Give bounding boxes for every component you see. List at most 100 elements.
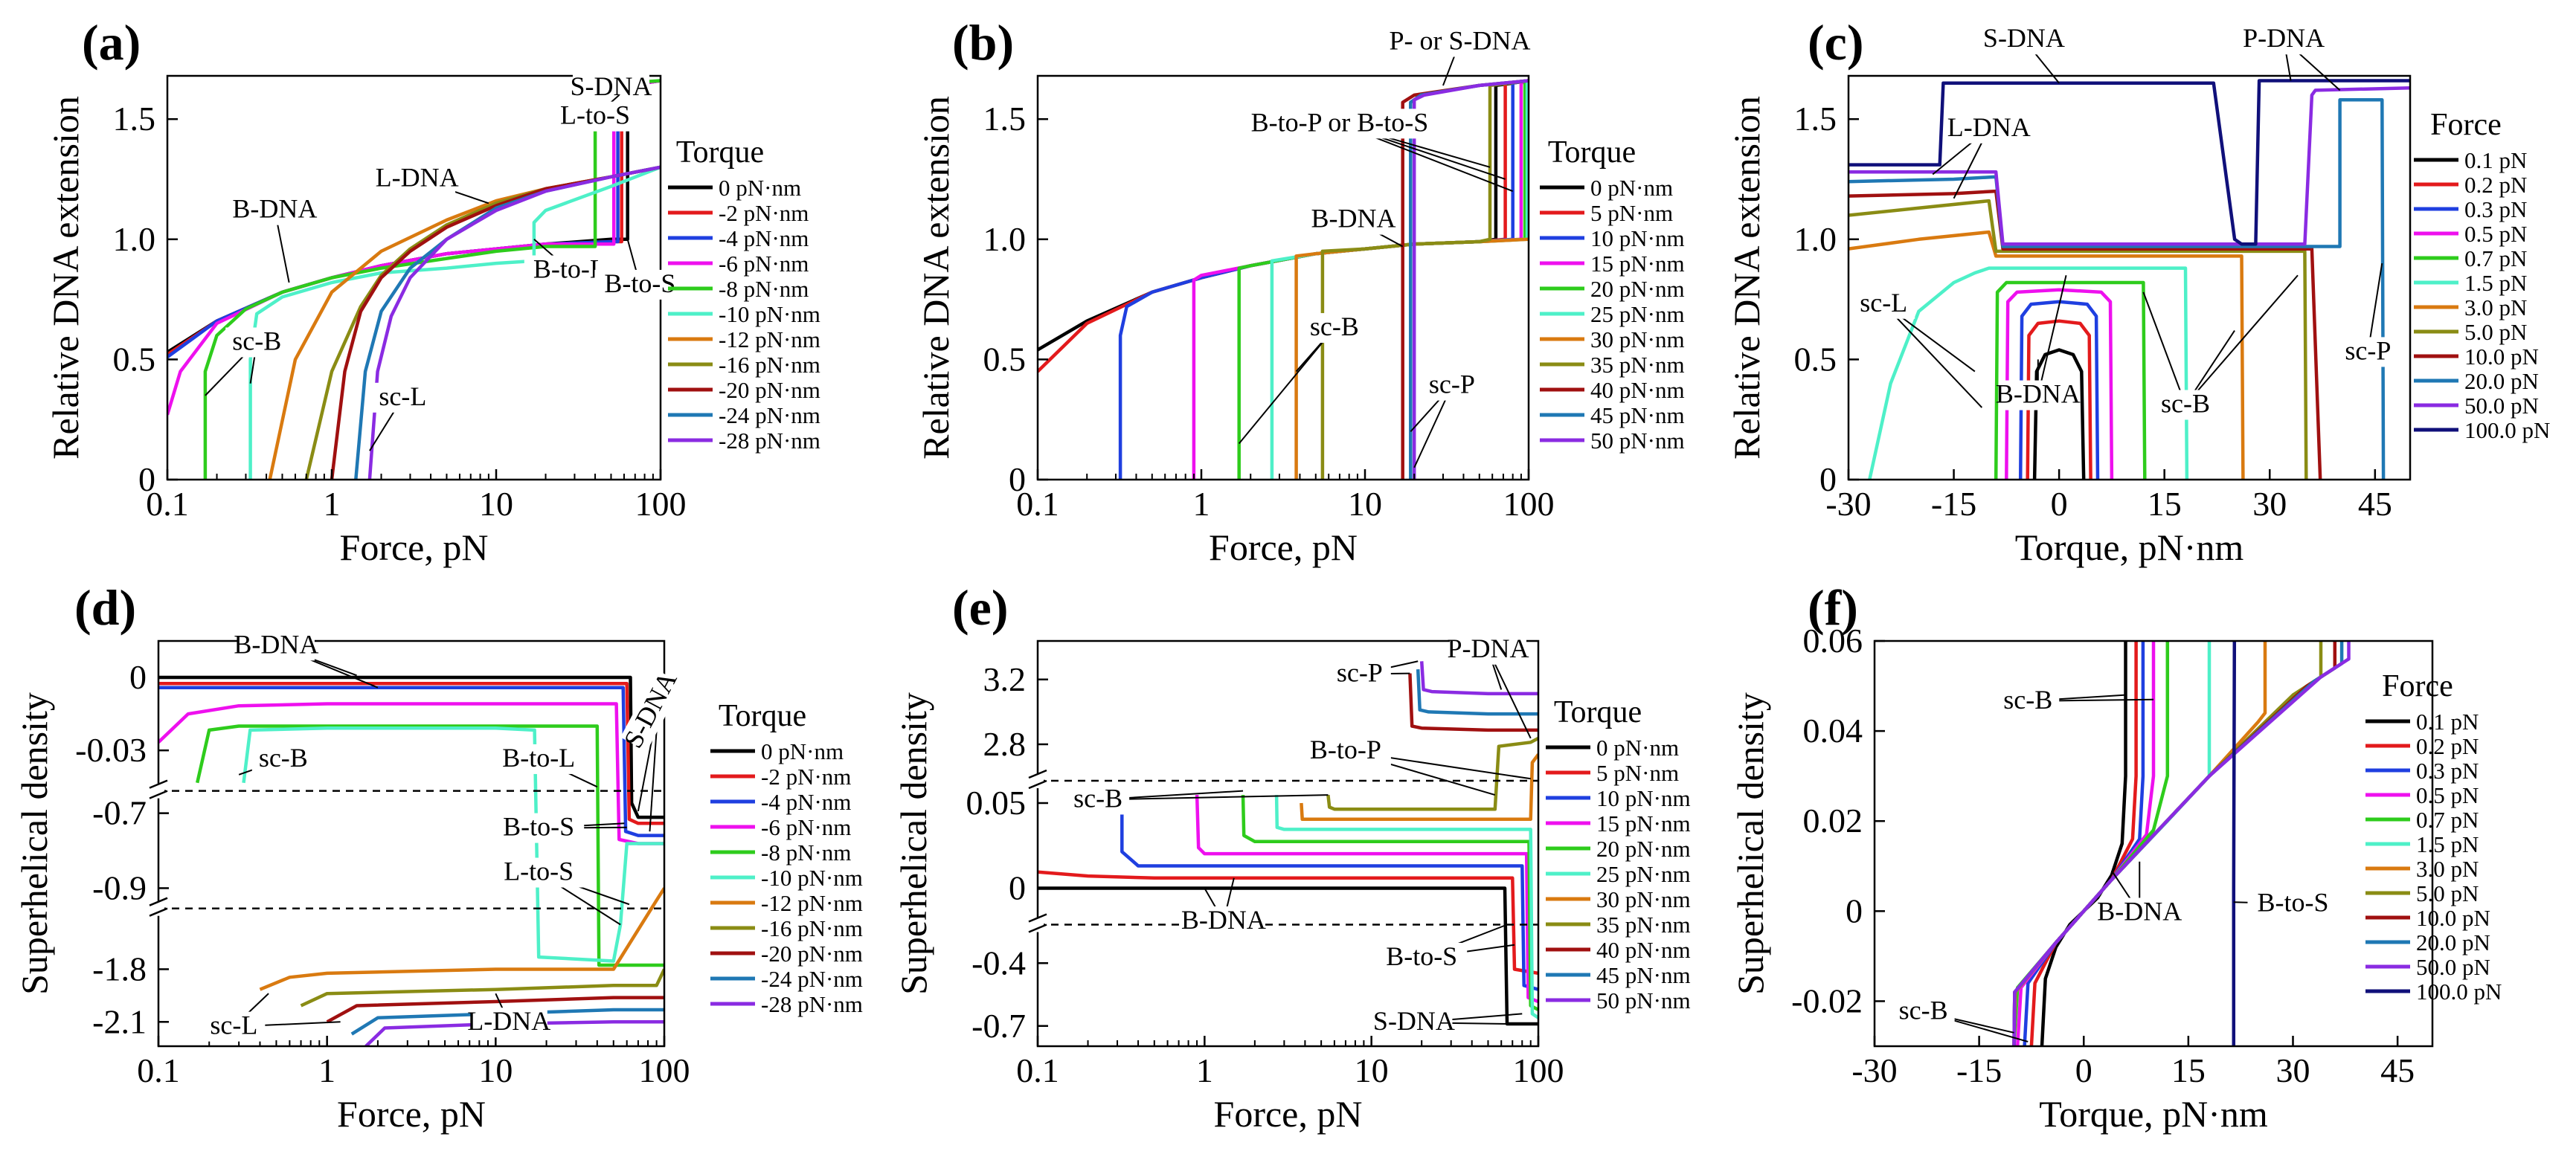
panel-letter-a: (a) bbox=[82, 14, 141, 71]
annotation-leader bbox=[2037, 275, 2067, 396]
legend-label: 40 pN·nm bbox=[1590, 377, 1685, 403]
legend-label: -12 pN·nm bbox=[761, 890, 863, 916]
annotation-label: L-to-S bbox=[504, 857, 574, 886]
series-line-b-10 bbox=[1412, 79, 1529, 480]
y-tick-label: 0 bbox=[1819, 460, 1837, 498]
legend-label: 15 pN·nm bbox=[1590, 251, 1685, 277]
x-tick-label: -15 bbox=[1956, 1051, 2002, 1089]
legend-label: 35 pN·nm bbox=[1596, 912, 1691, 938]
series-line-d-6 bbox=[259, 887, 664, 991]
annotation-label: sc-B bbox=[232, 326, 281, 355]
panel-b: (b) 0.1 1 10 100 0 0.5 1.0 1.5 Force, pN Relative … bbox=[915, 14, 1685, 568]
panel-letter-d: (d) bbox=[74, 579, 136, 636]
x-tick-label: -30 bbox=[1825, 485, 1871, 523]
annotation-bg bbox=[2000, 380, 2077, 410]
series-line-f-10 bbox=[2012, 641, 2351, 1046]
x-tick-label: 0.1 bbox=[137, 1051, 180, 1089]
annotation-leader bbox=[1098, 794, 1329, 801]
annotation-bg bbox=[2336, 337, 2400, 367]
y-tick-label: 1.0 bbox=[1794, 220, 1837, 258]
y-tick-label: 0 bbox=[1009, 868, 1026, 906]
series-line-e-6 bbox=[1300, 753, 1538, 822]
plot-frame bbox=[1036, 74, 1530, 481]
panel-d: (d) 0.1 1 10 100 0 -0.03 -0.7 -0.9 -1.8 -2.1 Force,… bbox=[13, 579, 863, 1135]
x-tick-label: 10 bbox=[1355, 1051, 1389, 1089]
legend-label: 5.0 pN bbox=[2416, 880, 2479, 906]
legend-title: Torque bbox=[1548, 135, 1636, 170]
legend-label: -10 pN·nm bbox=[719, 301, 820, 327]
annotation-label: sc-L bbox=[1860, 288, 1907, 318]
series-line-c-3 bbox=[2005, 288, 2114, 480]
annotation-label: B-to-L bbox=[502, 743, 575, 773]
legend-label: 20.0 pN bbox=[2416, 929, 2490, 955]
annotation-bg bbox=[1379, 27, 1541, 57]
annotation-bg bbox=[2101, 897, 2178, 928]
series-line-c-4 bbox=[1994, 280, 2147, 480]
annotation-bg bbox=[1314, 204, 1392, 235]
series-line-e-9 bbox=[1416, 668, 1538, 716]
legend-label: 100.0 pN bbox=[2416, 979, 2502, 1005]
x-tick-label: 10 bbox=[479, 485, 513, 523]
x-tick-label: 45 bbox=[2380, 1051, 2415, 1089]
legend-label: 0.5 pN bbox=[2464, 221, 2527, 247]
plot-frame bbox=[157, 639, 666, 1048]
legend-label: 0.1 pN bbox=[2464, 147, 2527, 173]
legend-label: 1.5 pN bbox=[2416, 831, 2479, 857]
annotation-bg bbox=[1375, 1008, 1453, 1038]
legend-label: -24 pN·nm bbox=[719, 402, 820, 428]
legend-label: 30 pN·nm bbox=[1596, 886, 1691, 912]
annotation-bg bbox=[379, 164, 456, 194]
axis-break-mark bbox=[149, 907, 168, 917]
annotation-bg bbox=[1067, 784, 1130, 815]
legend-title: Torque bbox=[1554, 695, 1642, 729]
series-line-e-5 bbox=[1274, 795, 1538, 1019]
annotation-leader bbox=[2185, 274, 2299, 406]
y-tick-label: 0.5 bbox=[113, 340, 156, 378]
y-tick-label: 1.5 bbox=[983, 100, 1027, 138]
annotation-label: sc-B bbox=[1310, 312, 1359, 341]
series-group bbox=[1038, 79, 1529, 480]
y-axis-label: Relative DNA extension bbox=[45, 96, 86, 460]
series-line-a-6 bbox=[268, 165, 661, 480]
series-line-d-1 bbox=[158, 681, 664, 825]
x-tick-label: 0.1 bbox=[1016, 485, 1059, 523]
legend-label: -20 pN·nm bbox=[719, 377, 820, 403]
annotation-bg bbox=[1223, 109, 1456, 139]
legend-label: 3.0 pN bbox=[2464, 294, 2527, 320]
annotation-bg bbox=[1328, 659, 1391, 689]
x-axis-label: Force, pN bbox=[340, 526, 489, 568]
series-line-c-1 bbox=[2026, 319, 2092, 480]
series-line-e-10 bbox=[1419, 661, 1538, 696]
series-line-e-8 bbox=[1408, 673, 1538, 732]
annotation-label: B-DNA bbox=[1311, 204, 1395, 233]
series-line-e-0 bbox=[1038, 886, 1538, 1026]
series-line-b-7 bbox=[1320, 79, 1529, 480]
legend-label: 45 pN·nm bbox=[1590, 402, 1685, 428]
legend-label: -28 pN·nm bbox=[719, 428, 820, 454]
annotation-bg bbox=[1420, 370, 1483, 401]
annotation-label: sc-B bbox=[2161, 389, 2210, 419]
legend-label: 10 pN·nm bbox=[1596, 785, 1691, 811]
x-tick-label: 15 bbox=[2148, 485, 2182, 523]
panel-letter-e: (e) bbox=[952, 579, 1008, 636]
legend-label: 0.5 pN bbox=[2416, 782, 2479, 808]
axis-break-mark bbox=[1028, 769, 1047, 779]
legend-label: 20 pN·nm bbox=[1590, 276, 1685, 302]
series-line-c-0 bbox=[2032, 348, 2086, 480]
panel-f: (f) -30 -15 0 15 30 45 -0.02 0 0.02 0.04 0.06 Torque… bbox=[1729, 579, 2502, 1135]
legend-label: 15 pN·nm bbox=[1596, 810, 1691, 837]
annotation-bg bbox=[1950, 113, 2028, 144]
annotation-label: P-DNA bbox=[2243, 23, 2325, 53]
y-tick-label: -0.4 bbox=[971, 944, 1026, 982]
legend-label: 0 pN·nm bbox=[1590, 175, 1673, 201]
legend-label: 50.0 pN bbox=[2464, 393, 2539, 419]
y-tick-label: 0.06 bbox=[1803, 622, 1863, 660]
annotation-label: B-to-P bbox=[1310, 735, 1381, 764]
annotation-bg bbox=[470, 1008, 547, 1038]
series-line-f-11 bbox=[2232, 641, 2237, 1046]
plot-frame bbox=[1036, 639, 1540, 1048]
x-tick-label: 10 bbox=[478, 1051, 513, 1089]
series-line-e-7 bbox=[1326, 736, 1538, 811]
x-tick-label: 0 bbox=[2051, 485, 2068, 523]
y-tick-label: 3.2 bbox=[983, 660, 1027, 698]
